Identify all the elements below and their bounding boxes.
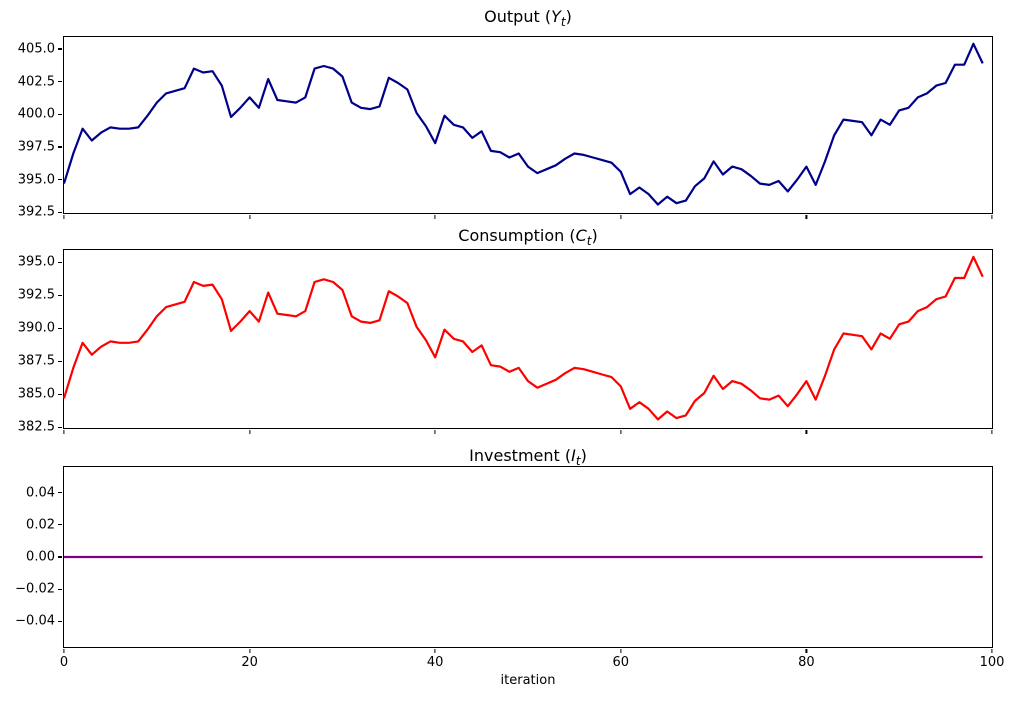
output-line-svg [62,42,984,206]
x-tick-mark [249,215,251,219]
y-tick-label: 405.0 [17,41,55,57]
y-tick-label: 400.0 [17,106,55,122]
y-tick-label: 387.5 [17,353,55,369]
title-text: Output ( [484,7,552,26]
title-variable: Y [551,7,561,26]
y-tick-label: 392.5 [17,204,55,220]
y-tick-mark [58,294,62,296]
y-tick-mark [58,327,62,329]
title-subscript: t [586,234,592,249]
x-tick-mark [434,215,436,219]
investment-line-svg [64,555,983,559]
consumption-line-svg [62,255,984,421]
y-tick-label: 382.5 [17,419,55,435]
x-tick-label: 80 [798,655,815,670]
x-tick-mark [991,430,993,434]
y-tick-mark [58,113,62,115]
x-tick-mark [991,215,993,219]
title-text: Consumption ( [458,226,576,245]
x-tick-mark [249,430,251,434]
x-tick-mark [620,430,622,434]
y-tick-mark [58,146,62,148]
x-axis-label: iteration [500,673,556,688]
y-tick-mark [58,524,62,526]
y-tick-label: −0.04 [15,613,55,629]
consumption-chart-title: Consumption (Ct) [63,226,993,249]
x-tick-mark [620,215,622,219]
x-tick-label: 60 [612,655,630,670]
x-tick-label: 40 [426,655,444,670]
x-tick-mark [805,215,807,219]
investment-chart-title: Investment (It) [63,446,993,469]
x-tick-mark [63,649,65,653]
title-subscript: t [575,454,581,469]
x-tick-label: 100 [979,655,1005,670]
y-tick-mark [58,492,62,494]
title-text: ) [580,446,587,465]
title-variable: I [571,446,576,465]
y-tick-mark [58,81,62,83]
x-tick-mark [63,215,65,219]
investment-plot-area: −0.04 −0.02 0.00 0.02 0.04 0 20 40 60 80 100 [15,466,1004,670]
title-text: ) [565,7,572,26]
x-tick-mark [63,430,65,434]
y-tick-label: 392.5 [17,287,55,303]
y-tick-label: 0.02 [26,517,55,533]
y-tick-label: −0.02 [15,581,55,597]
output-plot-area: 392.5 395.0 397.5 400.0 402.5 405.0 [18,36,993,220]
y-tick-mark [58,179,62,181]
x-tick-label: 0 [59,655,69,670]
y-tick-label: 390.0 [17,320,55,336]
x-tick-mark [620,649,622,653]
y-tick-label: 0.00 [26,549,55,565]
x-tick-mark [805,649,807,653]
y-tick-mark [58,620,62,622]
x-tick-mark [991,649,993,653]
x-tick-label: 20 [241,655,258,670]
consumption-plot-area: 382.5 385.0 387.5 390.0 392.5 395.0 [18,249,993,435]
x-tick-mark [434,430,436,434]
y-tick-mark [58,48,62,50]
output-chart-title: Output (Yt) [63,7,993,30]
y-tick-label: 0.04 [26,485,55,501]
title-subscript: t [560,15,566,30]
y-tick-label: 395.0 [17,254,55,270]
title-text: ) [591,226,598,245]
title-variable: C [575,226,587,245]
title-text: Investment ( [469,446,572,465]
y-tick-mark [58,211,62,213]
y-tick-mark [58,393,62,395]
y-tick-mark [58,261,62,263]
x-tick-mark [805,430,807,434]
output-line [62,42,984,206]
y-tick-label: 402.5 [17,74,55,90]
y-tick-mark [58,556,62,558]
y-tick-mark [58,588,62,590]
y-tick-mark [58,360,62,362]
y-tick-label: 395.0 [17,172,55,188]
y-tick-label: 397.5 [17,139,55,155]
y-tick-label: 385.0 [17,386,55,402]
x-tick-mark [249,649,251,653]
x-tick-mark [434,649,436,653]
y-tick-mark [58,426,62,428]
consumption-line [62,255,984,421]
